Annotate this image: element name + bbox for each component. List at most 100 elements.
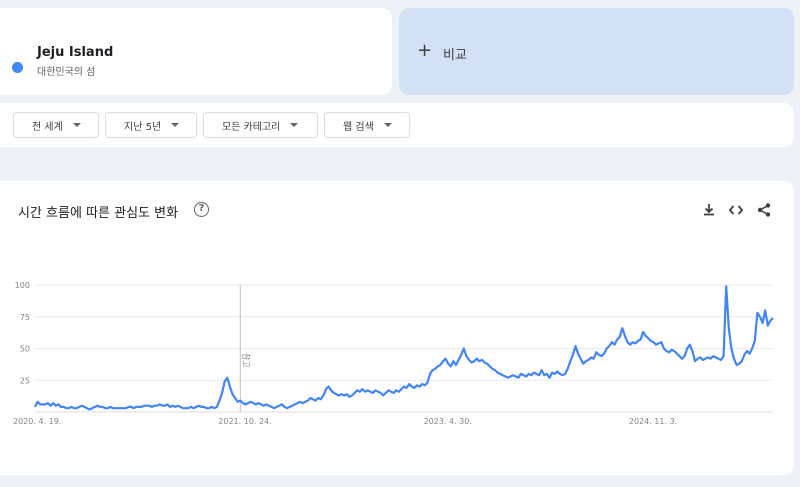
data-point[interactable] [543, 374, 545, 376]
data-point[interactable] [717, 358, 719, 360]
share-icon[interactable] [755, 201, 773, 219]
data-point[interactable] [314, 399, 316, 401]
data-point[interactable] [270, 406, 272, 408]
data-point[interactable] [431, 369, 433, 371]
data-point[interactable] [707, 356, 709, 358]
data-point[interactable] [374, 389, 376, 391]
data-point[interactable] [255, 403, 257, 405]
data-point[interactable] [205, 407, 207, 409]
data-point[interactable] [756, 312, 758, 314]
data-point[interactable] [660, 341, 662, 343]
data-point[interactable] [691, 350, 693, 352]
data-point[interactable] [626, 341, 628, 343]
data-point[interactable] [671, 349, 673, 351]
data-point[interactable] [590, 356, 592, 358]
search-term-card[interactable]: Jeju Island 대한민국의 섬 [0, 8, 392, 95]
data-point[interactable] [75, 407, 77, 409]
data-point[interactable] [452, 360, 454, 362]
data-point[interactable] [309, 397, 311, 399]
data-point[interactable] [49, 405, 51, 407]
data-point[interactable] [164, 405, 166, 407]
data-point[interactable] [455, 364, 457, 366]
data-point[interactable] [343, 394, 345, 396]
data-point[interactable] [403, 385, 405, 387]
data-point[interactable] [359, 391, 361, 393]
data-point[interactable] [57, 403, 59, 405]
data-point[interactable] [146, 405, 148, 407]
data-point[interactable] [699, 356, 701, 358]
data-point[interactable] [52, 402, 54, 404]
data-point[interactable] [234, 397, 236, 399]
data-point[interactable] [161, 405, 163, 407]
data-point[interactable] [387, 389, 389, 391]
data-point[interactable] [229, 385, 231, 387]
data-point[interactable] [577, 352, 579, 354]
data-point[interactable] [424, 384, 426, 386]
data-point[interactable] [468, 359, 470, 361]
data-point[interactable] [294, 403, 296, 405]
data-point[interactable] [364, 391, 366, 393]
data-point[interactable] [281, 403, 283, 405]
data-point[interactable] [348, 396, 350, 398]
data-point[interactable] [405, 387, 407, 389]
data-point[interactable] [476, 358, 478, 360]
data-point[interactable] [244, 403, 246, 405]
data-point[interactable] [551, 371, 553, 373]
data-point[interactable] [276, 406, 278, 408]
data-point[interactable] [418, 385, 420, 387]
data-point[interactable] [546, 373, 548, 375]
data-point[interactable] [408, 383, 410, 385]
data-point[interactable] [104, 407, 106, 409]
data-point[interactable] [195, 406, 197, 408]
data-point[interactable] [379, 392, 381, 394]
data-point[interactable] [351, 394, 353, 396]
data-point[interactable] [413, 387, 415, 389]
filter-region[interactable]: 전 세계 [13, 112, 99, 138]
data-point[interactable] [70, 406, 72, 408]
data-point[interactable] [62, 406, 64, 408]
data-point[interactable] [728, 327, 730, 329]
data-point[interactable] [613, 344, 615, 346]
data-point[interactable] [564, 373, 566, 375]
data-point[interactable] [494, 369, 496, 371]
data-point[interactable] [725, 285, 727, 287]
data-point[interactable] [330, 389, 332, 391]
data-point[interactable] [525, 375, 527, 377]
data-point[interactable] [629, 344, 631, 346]
data-point[interactable] [237, 401, 239, 403]
data-point[interactable] [683, 355, 685, 357]
embed-code-icon[interactable] [727, 201, 745, 219]
data-point[interactable] [512, 374, 514, 376]
data-point[interactable] [289, 406, 291, 408]
data-point[interactable] [442, 360, 444, 362]
data-point[interactable] [338, 394, 340, 396]
data-point[interactable] [522, 374, 524, 376]
data-point[interactable] [320, 398, 322, 400]
data-point[interactable] [429, 373, 431, 375]
data-point[interactable] [681, 358, 683, 360]
data-point[interactable] [94, 406, 96, 408]
download-icon[interactable] [700, 201, 718, 219]
data-point[interactable] [369, 391, 371, 393]
data-point[interactable] [496, 371, 498, 373]
data-point[interactable] [759, 316, 761, 318]
data-point[interactable] [340, 393, 342, 395]
data-point[interactable] [673, 350, 675, 352]
data-point[interactable] [120, 407, 122, 409]
data-point[interactable] [470, 361, 472, 363]
data-point[interactable] [172, 405, 174, 407]
data-point[interactable] [663, 347, 665, 349]
data-point[interactable] [720, 359, 722, 361]
data-point[interactable] [632, 341, 634, 343]
filter-search-type[interactable]: 웹 검색 [324, 112, 410, 138]
data-point[interactable] [411, 385, 413, 387]
data-point[interactable] [696, 358, 698, 360]
data-point[interactable] [486, 363, 488, 365]
data-point[interactable] [447, 363, 449, 365]
data-point[interactable] [218, 399, 220, 401]
data-point[interactable] [439, 364, 441, 366]
data-point[interactable] [639, 338, 641, 340]
data-point[interactable] [489, 365, 491, 367]
data-point[interactable] [140, 406, 142, 408]
data-point[interactable] [735, 364, 737, 366]
